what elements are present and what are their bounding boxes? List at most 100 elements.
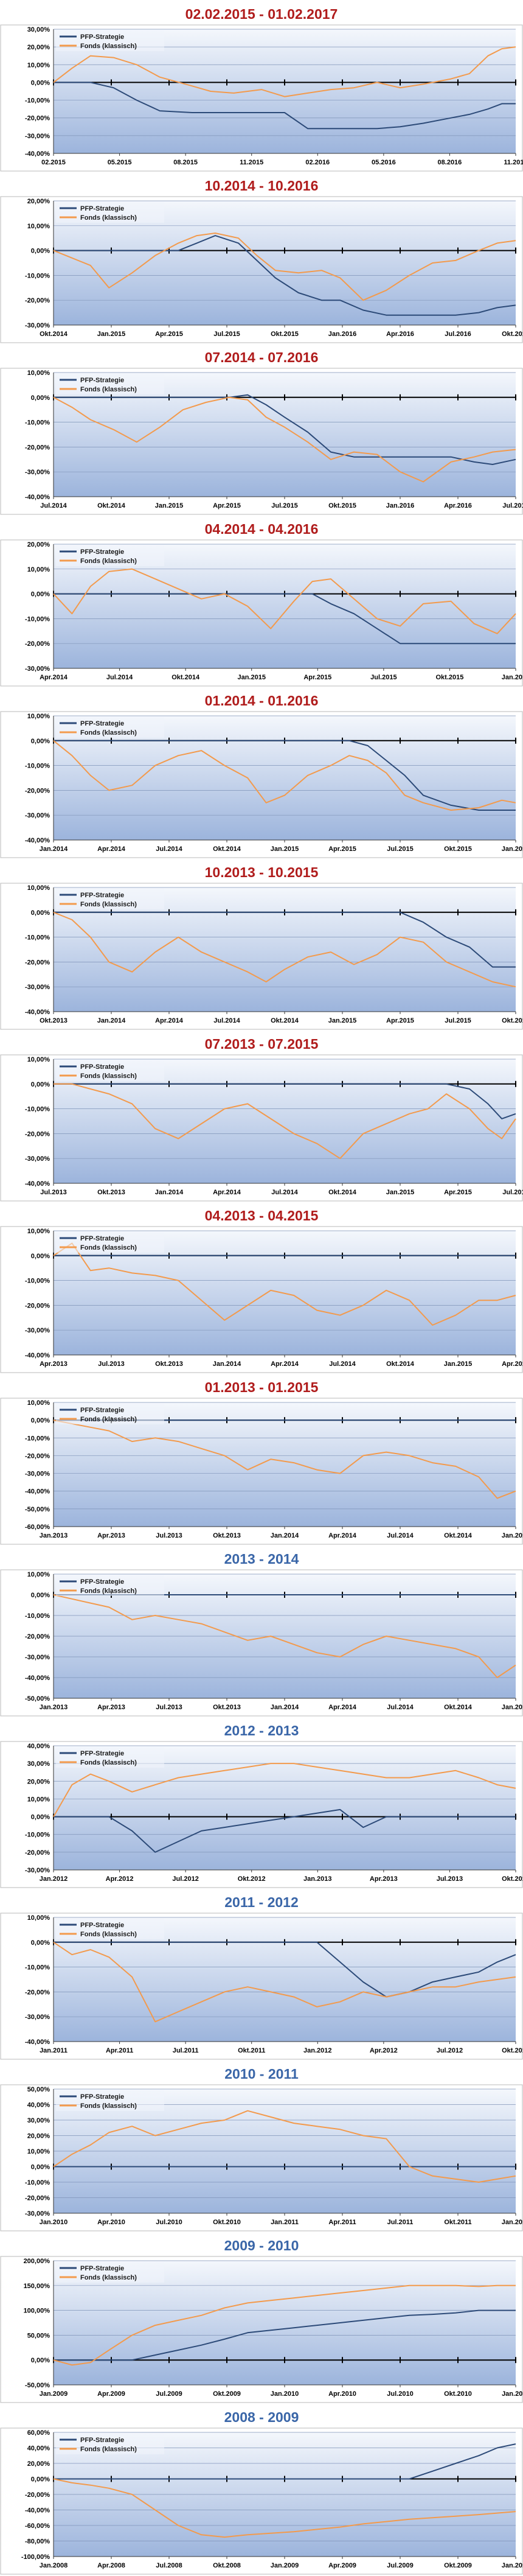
x-tick-label: Jul.2014: [271, 1189, 298, 1196]
x-tick-label: Jan.2009: [271, 2562, 299, 2569]
chart-title: 2011 - 2012: [224, 1894, 299, 1910]
series-line-pfp: [54, 1083, 516, 1119]
x-tick-label: Jan.2015: [386, 1189, 414, 1196]
series-line-fonds: [53, 233, 516, 301]
x-tick-label: Apr.2009: [97, 2390, 125, 2398]
y-tick-label: 10,00%: [27, 2148, 50, 2155]
legend-label-fonds: Fonds (klassisch): [80, 2446, 137, 2453]
x-tick-label: Okt.2010: [213, 2219, 241, 2226]
x-tick-label: Jan.2016: [502, 845, 523, 853]
y-tick-label: 0,00%: [31, 1253, 50, 1260]
y-tick-label: -60,00%: [25, 2522, 50, 2530]
x-tick-label: Apr.2012: [106, 1875, 134, 1883]
x-tick-label: Apr.2014: [97, 845, 126, 853]
x-tick-label: Okt.2008: [213, 2562, 241, 2569]
series-line-pfp: [54, 82, 516, 130]
y-tick-label: -30,00%: [25, 665, 50, 673]
y-tick-label: -20,00%: [25, 1849, 50, 1857]
x-tick-label: Apr.2013: [370, 1875, 398, 1883]
x-tick-label: Okt.2012: [502, 2047, 523, 2054]
chart-svg: 10,00%0,00%-10,00%-20,00%-30,00%-40,00%J…: [0, 368, 523, 515]
x-tick-label: Apr.2014: [213, 1189, 241, 1196]
chart-title: 04.2014 - 04.2016: [204, 521, 319, 537]
x-tick-label: Jul.2016: [445, 331, 471, 338]
y-tick-label: 30,00%: [27, 1760, 50, 1768]
y-tick-label: -40,00%: [25, 1180, 50, 1188]
x-tick-label: Okt.2013: [213, 1704, 241, 1711]
y-tick-label: -30,00%: [25, 133, 50, 140]
y-tick-label: 0,00%: [31, 591, 50, 598]
x-tick-label: Jul.2008: [156, 2562, 182, 2569]
legend-label-fonds: Fonds (klassisch): [80, 1244, 137, 1251]
x-tick-label: Jan.2008: [40, 2562, 68, 2569]
y-tick-label: -30,00%: [25, 1471, 50, 1478]
x-tick-label: Jan.2014: [40, 845, 68, 853]
y-tick-label: 200,00%: [24, 2258, 50, 2265]
y-tick-label: -30,00%: [25, 322, 50, 329]
x-tick-label: Jul.2013: [156, 1704, 182, 1711]
chart-svg: 10,00%0,00%-10,00%-20,00%-30,00%-40,00%J…: [0, 1913, 523, 2060]
chart-panel: 10.2013 - 10.2015 10,00% 0,00% -10,00% -20,0…: [0, 858, 523, 1030]
y-tick-label: -20,00%: [25, 297, 50, 304]
y-tick-label: -50,00%: [25, 1695, 50, 1703]
y-tick-label: -20,00%: [25, 1633, 50, 1640]
x-tick-label: Jan.2010: [502, 2562, 523, 2569]
y-tick-label: -40,00%: [25, 494, 50, 501]
x-tick-label: Jul.2015: [213, 331, 240, 338]
x-tick-label: Apr.2014: [155, 1017, 184, 1024]
chart-svg: 30,00% 20,00% 10,00% 0,00% -10,00% -20,00% -30…: [0, 24, 523, 172]
x-tick-label: Apr.2013: [97, 1704, 125, 1711]
x-tick-label: Jan.2014: [97, 1017, 126, 1024]
x-tick-label: Okt.2015: [271, 331, 299, 338]
x-tick-label: Jul.2012: [172, 1875, 198, 1883]
chart-title: 01.2013 - 01.2015: [204, 1379, 319, 1395]
x-tick-label: Jul.2014: [387, 1532, 414, 1539]
series-line-fonds: [53, 2478, 516, 2538]
legend-label-fonds: Fonds (klassisch): [80, 558, 137, 565]
chart-svg: 10,00%0,00%-10,00%-20,00%-30,00%-40,00%J…: [0, 1054, 523, 1202]
legend-label-pfp: PFP-Strategie: [80, 2437, 124, 2444]
chart-frame: [0, 539, 523, 687]
chart-frame: [0, 196, 523, 343]
chart-frame: [0, 1913, 523, 2060]
x-tick-label: Jan.2011: [502, 2390, 523, 2398]
series-line-fonds: [53, 396, 516, 483]
x-tick-label: Okt.2012: [238, 1875, 266, 1883]
x-tick-label: Apr.2016: [444, 502, 472, 509]
y-tick-label: 40,00%: [27, 2102, 50, 2109]
x-tick-label: 08.2015: [173, 159, 198, 166]
y-tick-label: -30,00%: [25, 1867, 50, 1874]
x-tick-label: Apr.2015: [303, 674, 331, 681]
y-tick-label: -20,00%: [25, 2195, 50, 2202]
chart-title: 2012 - 2013: [224, 1723, 299, 1738]
y-tick-label: 100,00%: [24, 2308, 50, 2315]
x-tick-label: Apr.2015: [328, 845, 356, 853]
x-tick-label: Jan.2016: [502, 674, 523, 681]
x-tick-label: Okt.2014: [328, 1189, 357, 1196]
legend-label-pfp: PFP-Strategie: [80, 2093, 124, 2101]
y-tick-label: 10,00%: [27, 566, 50, 573]
legend-label-fonds: Fonds (klassisch): [80, 214, 137, 222]
x-tick-label: Jul.2015: [370, 674, 397, 681]
series-line-pfp: [54, 911, 516, 968]
chart-frame: [0, 1398, 523, 1545]
x-tick-label: 08.2016: [438, 159, 462, 166]
chart-frame: [0, 368, 523, 515]
chart-frame: [0, 711, 523, 858]
y-tick-label: 0,00%: [31, 1939, 50, 1947]
x-tick-label: Jan.2015: [97, 331, 125, 338]
y-tick-label: 10,00%: [27, 1056, 50, 1063]
y-tick-label: -30,00%: [25, 1327, 50, 1334]
y-tick-label: -30,00%: [25, 984, 50, 991]
series-line-pfp: [54, 394, 516, 465]
x-tick-label: Jul.2015: [502, 1189, 523, 1196]
series-line-pfp: [54, 740, 516, 811]
chart-frame: [0, 2084, 523, 2231]
legend-label-fonds: Fonds (klassisch): [80, 729, 137, 737]
x-tick-label: Apr.2015: [386, 1017, 414, 1024]
legend-box: [56, 1919, 164, 1939]
